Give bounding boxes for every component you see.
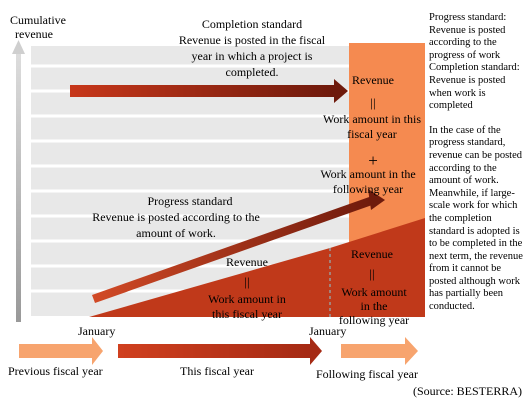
right-work-line1: Work amount	[341, 285, 407, 299]
right-area-labels: Revenue || Work amount in the following …	[339, 247, 409, 327]
note-standards-definition: Progress standard: Revenue is posted acc…	[429, 12, 520, 112]
timeline-labels: January January Previous fiscal year Thi…	[8, 324, 418, 381]
y-axis-label-line1: Cumulative	[10, 13, 66, 27]
right-work-line3: following year	[339, 313, 409, 327]
column-equals-sign: ||	[370, 95, 375, 110]
column-revenue-label: Revenue	[352, 73, 394, 87]
right-equals-sign: ||	[369, 266, 374, 281]
completion-label-line1: Completion standard	[202, 17, 302, 31]
progress-label-line1: Progress standard	[148, 194, 233, 208]
column-following-line2: following year	[333, 182, 403, 196]
progress-label-line2: Revenue is posted according to the	[92, 210, 260, 224]
previous-fiscal-year-label: Previous fiscal year	[8, 364, 103, 378]
right-revenue-label: Revenue	[351, 247, 393, 261]
note-progress-vs-completion: In the case of the progress standard, re…	[429, 124, 523, 313]
column-labels: Revenue || Work amount in this fiscal ye…	[320, 73, 421, 196]
this-fiscal-year-label: This fiscal year	[180, 364, 254, 378]
left-equals-sign: ||	[244, 274, 249, 289]
left-triangle-labels: Revenue || Work amount in this fiscal ye…	[208, 255, 286, 321]
source-credit: (Source: BESTERRA)	[413, 384, 522, 398]
progress-standard-arrow	[92, 189, 385, 303]
this-year-arrow	[118, 337, 322, 365]
completion-label-line4: completed.	[226, 65, 279, 79]
completion-label-line3: year in which a project is	[192, 49, 313, 63]
side-notes: Progress standard: Revenue is posted acc…	[429, 12, 527, 326]
y-axis-label-line2: revenue	[15, 27, 53, 41]
january-label-2: January	[309, 324, 346, 338]
following-year-work-area	[330, 218, 425, 317]
this-year-work-triangle	[89, 248, 330, 317]
left-work-line2: this fiscal year	[212, 307, 282, 321]
following-year-arrow	[341, 337, 418, 365]
left-revenue-label: Revenue	[226, 255, 268, 269]
completion-standard-arrow	[70, 79, 348, 103]
progress-label-line3: amount of work.	[136, 226, 216, 240]
following-fiscal-year-label: Following fiscal year	[316, 367, 418, 381]
column-plus-sign: +	[368, 151, 378, 170]
column-this-line2: fiscal year	[347, 127, 397, 141]
column-following-line1: Work amount in the	[320, 167, 415, 181]
y-axis-arrow	[12, 40, 25, 322]
completion-label-line2: Revenue is posted in the fiscal	[179, 33, 326, 47]
completion-standard-label: Completion standard Revenue is posted in…	[179, 17, 326, 79]
progress-standard-label: Progress standard Revenue is posted acco…	[92, 194, 260, 240]
right-work-line2: in the	[361, 299, 388, 313]
january-label-1: January	[78, 324, 115, 338]
column-this-line1: Work amount in this	[323, 112, 421, 126]
previous-year-arrow	[19, 337, 103, 365]
left-work-line1: Work amount in	[208, 292, 286, 306]
